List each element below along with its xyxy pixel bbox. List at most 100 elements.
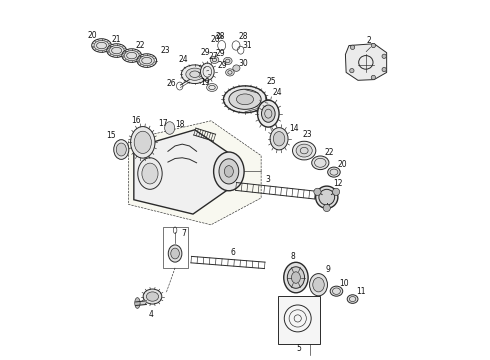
Ellipse shape (273, 132, 285, 146)
Ellipse shape (137, 54, 157, 67)
Ellipse shape (214, 152, 244, 191)
Ellipse shape (92, 39, 111, 52)
Ellipse shape (229, 89, 261, 109)
Text: 15: 15 (106, 131, 116, 140)
Text: 28: 28 (215, 32, 224, 41)
Ellipse shape (200, 63, 214, 80)
Ellipse shape (347, 295, 358, 303)
Ellipse shape (319, 189, 335, 205)
Text: 12: 12 (334, 179, 343, 188)
Ellipse shape (181, 65, 208, 84)
Ellipse shape (143, 289, 162, 304)
Text: 20: 20 (88, 31, 98, 40)
Ellipse shape (316, 186, 338, 208)
Ellipse shape (225, 69, 234, 76)
Polygon shape (134, 130, 229, 214)
Ellipse shape (233, 65, 240, 71)
Ellipse shape (147, 292, 159, 301)
Text: 29: 29 (218, 61, 227, 70)
Text: 4: 4 (148, 310, 153, 319)
Ellipse shape (330, 286, 343, 296)
Text: 21: 21 (112, 35, 122, 44)
Ellipse shape (258, 100, 279, 127)
Ellipse shape (224, 166, 233, 177)
Text: 11: 11 (356, 287, 365, 296)
Ellipse shape (171, 248, 179, 259)
Text: 24: 24 (178, 55, 188, 64)
Ellipse shape (313, 278, 324, 292)
Ellipse shape (138, 158, 162, 189)
Ellipse shape (207, 84, 218, 91)
Ellipse shape (165, 122, 175, 134)
Ellipse shape (122, 49, 142, 62)
Bar (163, 226, 188, 268)
Ellipse shape (186, 68, 204, 80)
Ellipse shape (262, 105, 275, 122)
Circle shape (350, 45, 355, 49)
Ellipse shape (223, 57, 232, 64)
Text: 27: 27 (209, 52, 219, 61)
Text: 29: 29 (201, 48, 210, 57)
Text: 19: 19 (200, 78, 210, 87)
Circle shape (333, 188, 340, 195)
Circle shape (314, 188, 321, 195)
Text: 6: 6 (230, 248, 235, 257)
Ellipse shape (94, 41, 109, 50)
Ellipse shape (124, 50, 139, 60)
Ellipse shape (131, 127, 155, 158)
Ellipse shape (168, 245, 182, 262)
Ellipse shape (219, 159, 239, 184)
Ellipse shape (292, 272, 300, 283)
Ellipse shape (270, 128, 288, 150)
Ellipse shape (142, 163, 158, 184)
Text: 31: 31 (242, 41, 251, 50)
Text: 8: 8 (291, 252, 295, 261)
Polygon shape (128, 121, 261, 225)
Text: 5: 5 (296, 344, 301, 353)
Ellipse shape (310, 274, 327, 296)
Text: 20: 20 (337, 161, 346, 170)
Text: 14: 14 (289, 124, 299, 133)
Text: 24: 24 (272, 87, 282, 96)
Ellipse shape (109, 45, 124, 55)
Text: 22: 22 (324, 148, 334, 157)
Ellipse shape (223, 86, 267, 113)
Text: 17: 17 (158, 119, 168, 128)
Text: 25: 25 (266, 77, 276, 86)
Text: 3: 3 (266, 175, 271, 184)
Text: 2: 2 (367, 36, 371, 45)
Ellipse shape (107, 44, 126, 57)
Polygon shape (136, 301, 147, 306)
Ellipse shape (293, 141, 316, 160)
Text: 30: 30 (238, 59, 248, 68)
Text: 18: 18 (176, 120, 185, 129)
Text: 29: 29 (216, 49, 225, 58)
Text: 9: 9 (325, 265, 330, 274)
Ellipse shape (284, 262, 308, 293)
Ellipse shape (116, 143, 126, 156)
Text: 23: 23 (161, 46, 170, 55)
Ellipse shape (135, 298, 140, 309)
Text: 20: 20 (210, 35, 220, 44)
Circle shape (323, 204, 330, 212)
Circle shape (371, 75, 375, 80)
Text: 28: 28 (239, 32, 248, 41)
Text: 16: 16 (131, 116, 141, 125)
Ellipse shape (236, 94, 254, 105)
Circle shape (350, 68, 354, 73)
Text: 10: 10 (339, 279, 348, 288)
Ellipse shape (312, 156, 329, 170)
Ellipse shape (114, 140, 129, 159)
Text: 23: 23 (302, 130, 312, 139)
Ellipse shape (287, 267, 304, 288)
Ellipse shape (210, 56, 219, 63)
Bar (278, 296, 320, 344)
Polygon shape (345, 44, 387, 80)
Circle shape (371, 43, 375, 48)
Text: 26: 26 (167, 80, 176, 89)
Ellipse shape (296, 144, 312, 157)
Ellipse shape (139, 55, 154, 66)
Ellipse shape (328, 167, 340, 177)
Circle shape (382, 67, 386, 72)
Text: 22: 22 (136, 41, 146, 50)
